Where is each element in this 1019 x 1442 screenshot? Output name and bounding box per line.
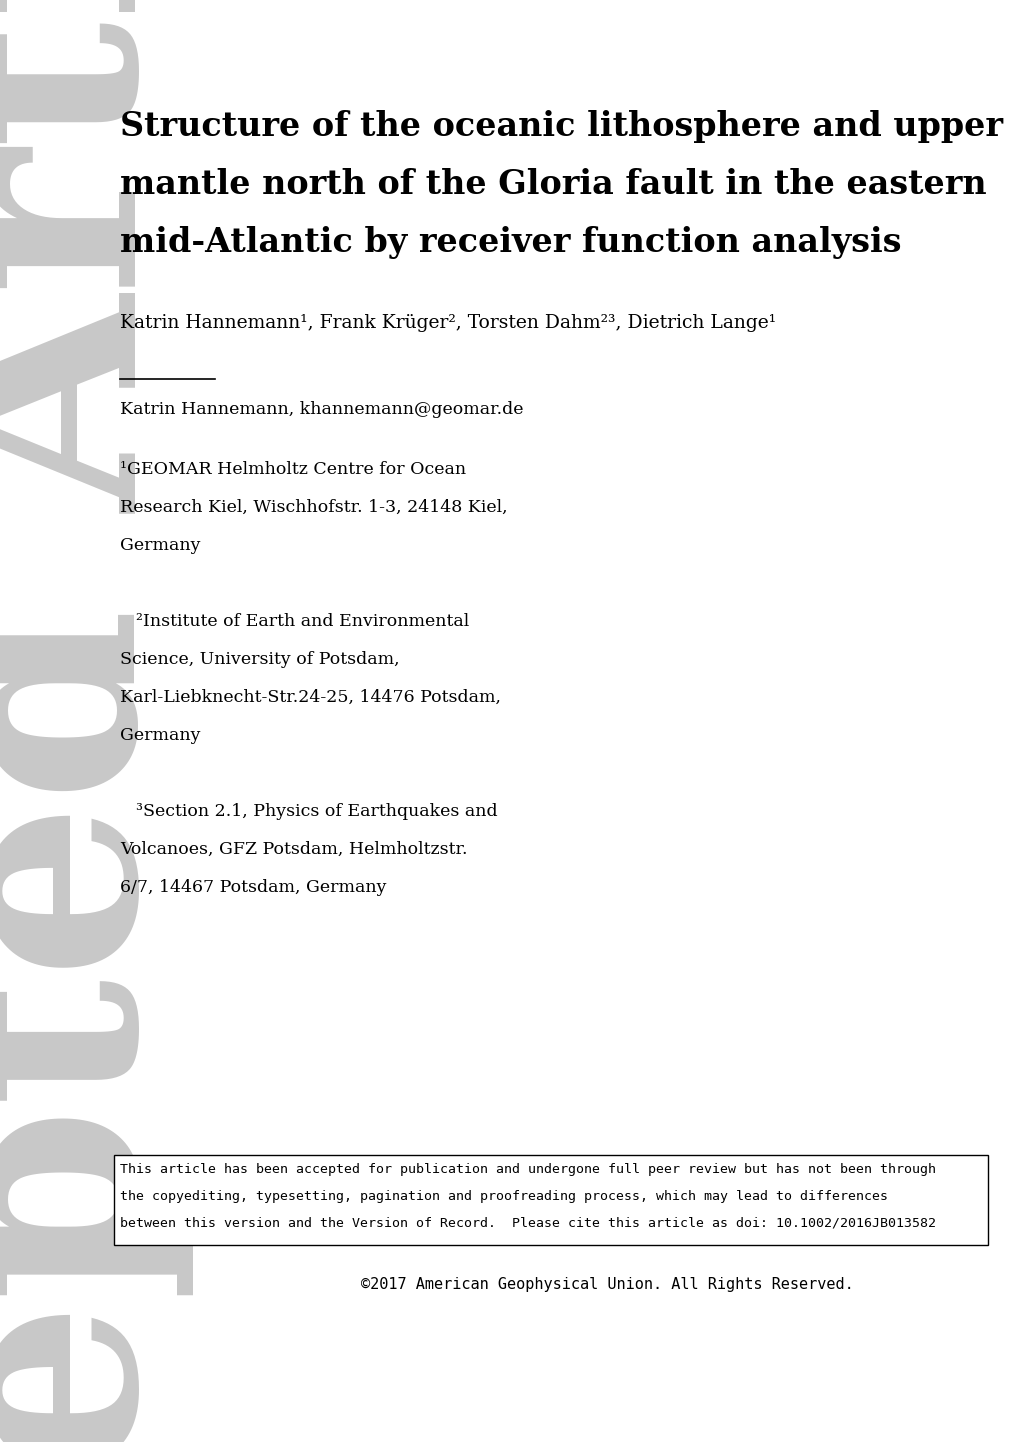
Text: Science, University of Potsdam,: Science, University of Potsdam, [120, 650, 399, 668]
Text: This article has been accepted for publication and undergone full peer review bu: This article has been accepted for publi… [120, 1164, 935, 1177]
Text: Accepted Article: Accepted Article [0, 0, 197, 1442]
Text: ²Institute of Earth and Environmental: ²Institute of Earth and Environmental [136, 613, 469, 630]
Text: mid-Atlantic by receiver function analysis: mid-Atlantic by receiver function analys… [120, 226, 901, 260]
Text: ³Section 2.1, Physics of Earthquakes and: ³Section 2.1, Physics of Earthquakes and [136, 803, 497, 820]
Text: Volcanoes, GFZ Potsdam, Helmholtzstr.: Volcanoes, GFZ Potsdam, Helmholtzstr. [120, 841, 467, 858]
Text: mantle north of the Gloria fault in the eastern: mantle north of the Gloria fault in the … [120, 169, 985, 200]
Bar [114, 1155, 987, 1244]
Text: Germany: Germany [120, 536, 201, 554]
Text: Katrin Hannemann, khannemann@geomar.de: Katrin Hannemann, khannemann@geomar.de [120, 401, 523, 418]
Text: Structure of the oceanic lithosphere and upper: Structure of the oceanic lithosphere and… [120, 110, 1002, 143]
Text: Germany: Germany [120, 727, 201, 744]
Text: 6/7, 14467 Potsdam, Germany: 6/7, 14467 Potsdam, Germany [120, 880, 386, 895]
Text: Karl-Liebknecht-Str.24-25, 14476 Potsdam,: Karl-Liebknecht-Str.24-25, 14476 Potsdam… [120, 689, 500, 707]
Text: ¹GEOMAR Helmholtz Centre for Ocean: ¹GEOMAR Helmholtz Centre for Ocean [120, 461, 466, 477]
Text: between this version and the Version of Record.  Please cite this article as doi: between this version and the Version of … [120, 1217, 935, 1230]
Text: the copyediting, typesetting, pagination and proofreading process, which may lea: the copyediting, typesetting, pagination… [120, 1190, 888, 1203]
Text: Research Kiel, Wischhofstr. 1-3, 24148 Kiel,: Research Kiel, Wischhofstr. 1-3, 24148 K… [120, 499, 507, 516]
Text: ©2017 American Geophysical Union. All Rights Reserved.: ©2017 American Geophysical Union. All Ri… [360, 1278, 853, 1292]
Text: Katrin Hannemann¹, Frank Krüger², Torsten Dahm²³, Dietrich Lange¹: Katrin Hannemann¹, Frank Krüger², Torste… [120, 314, 775, 332]
